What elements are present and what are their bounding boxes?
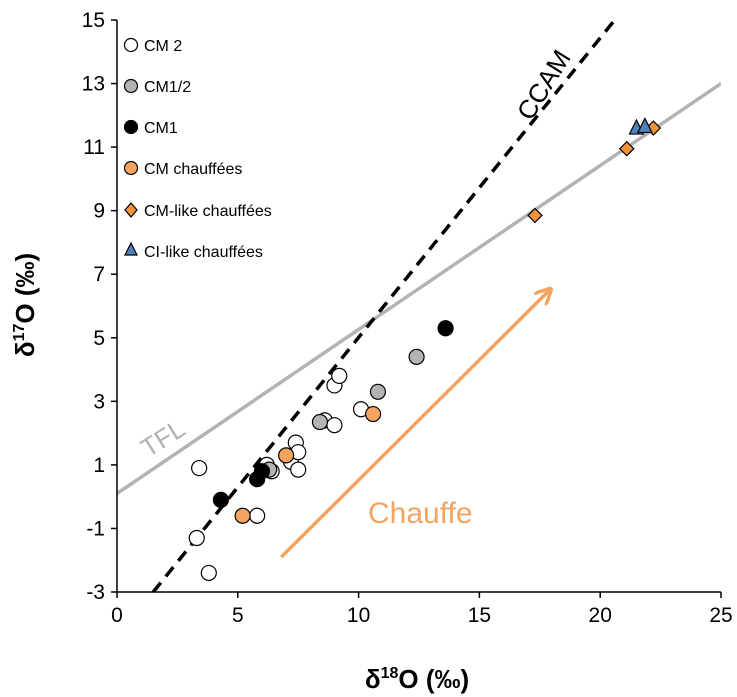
legend-item-cm1-2: CM1/2: [123, 78, 191, 96]
legend-marker-ci-like-chauffees: [124, 241, 138, 256]
cm-2-point: [188, 529, 205, 547]
y-tick-label: 7: [93, 263, 105, 286]
y-axis-title-sup: 17: [11, 323, 28, 341]
y-tick-label: -1: [86, 517, 105, 540]
legend-item-cm-chauffees: CM chauffées: [123, 160, 242, 178]
legend-label-cm2: CM 2: [144, 38, 182, 55]
y-tick-label: 5: [93, 327, 105, 350]
x-tick-label: 0: [111, 604, 123, 627]
y-tick-label: 11: [83, 136, 105, 159]
cm-chauffees-point: [364, 405, 382, 423]
legend-label-cm-like-chauffees: CM-like chauffées: [144, 203, 272, 220]
trend-arrow-group: [280, 290, 549, 559]
cm1-point: [253, 463, 271, 480]
y-tick-label: 1: [93, 454, 105, 477]
legend-label-cm-chauffees: CM chauffées: [144, 161, 242, 178]
cm-2-point: [290, 461, 307, 478]
x-tick-label: 15: [468, 604, 491, 627]
cm-chauffees-point: [234, 507, 251, 524]
x-tick-label: 5: [232, 604, 244, 627]
x-axis-title-base: δ: [365, 664, 381, 694]
legend-item-ci-like-chauffees: CI-like chauffées: [124, 241, 263, 261]
legend-marker-cm2: [123, 37, 139, 53]
tfl-line-label: TFL: [135, 413, 190, 463]
cm-2-point: [326, 417, 343, 434]
ccam-line-label: CCAM: [511, 44, 577, 125]
reference-lines: [117, 20, 721, 592]
legend-label-cm1: CM1: [144, 120, 178, 137]
chauffe-arrow: [280, 290, 549, 559]
x-axis-title-rest: O (‰): [398, 664, 469, 694]
cm-like-chauffees-point: [527, 207, 543, 224]
legend-marker-cm1: [123, 119, 139, 135]
legend: CM 2 CM1/2 CM1 CM chauffées CM-like chau…: [123, 37, 272, 261]
cm-2-point: [249, 507, 266, 524]
data-points: [188, 117, 662, 582]
cm-chauffees-point: [278, 447, 295, 464]
legend-item-cm-like-chauffees: CM-like chauffées: [124, 202, 272, 220]
cm1-2-point: [311, 413, 329, 431]
cm-2-point: [191, 459, 208, 477]
x-axis-title-sup: 18: [381, 665, 399, 682]
x-tick-label: 25: [709, 604, 732, 627]
cm1-2-point: [408, 348, 425, 365]
y-axis-title: δ17O (‰): [10, 253, 40, 357]
legend-label-ci-like-chauffees: CI-like chauffées: [144, 244, 263, 261]
legend-label-cm1-2: CM1/2: [144, 79, 191, 96]
x-axis-title: δ18O (‰): [365, 664, 469, 694]
y-axis-title-base: δ: [10, 341, 40, 357]
x-tick-label: 20: [589, 604, 612, 627]
chauffe-label: Chauffe: [368, 497, 473, 530]
legend-marker-cm-chauffees: [123, 160, 139, 176]
y-tick-label: 15: [82, 9, 105, 32]
ccam-line: [151, 20, 617, 592]
legend-marker-cm1-2: [123, 78, 139, 94]
y-axis-title-rest: O (‰): [10, 253, 40, 324]
cm-2-point: [200, 564, 217, 582]
tfl-line: [117, 82, 721, 495]
legend-item-cm1: CM1: [123, 119, 178, 137]
cm1-point: [212, 491, 229, 508]
x-tick-label: 10: [347, 604, 370, 627]
cm1-2-point: [369, 383, 387, 400]
cm1-point: [437, 320, 454, 337]
y-tick-label: 13: [82, 73, 105, 96]
y-tick-label: 3: [93, 390, 105, 413]
cm-2-point: [331, 367, 348, 385]
cm-like-chauffees-point: [618, 140, 635, 157]
y-tick-label: -3: [86, 581, 105, 604]
legend-item-cm2: CM 2: [123, 37, 182, 55]
legend-marker-cm-like-chauffees: [124, 202, 138, 218]
ci-like-chauffees-point: [636, 117, 653, 134]
y-tick-label: 9: [93, 200, 105, 223]
